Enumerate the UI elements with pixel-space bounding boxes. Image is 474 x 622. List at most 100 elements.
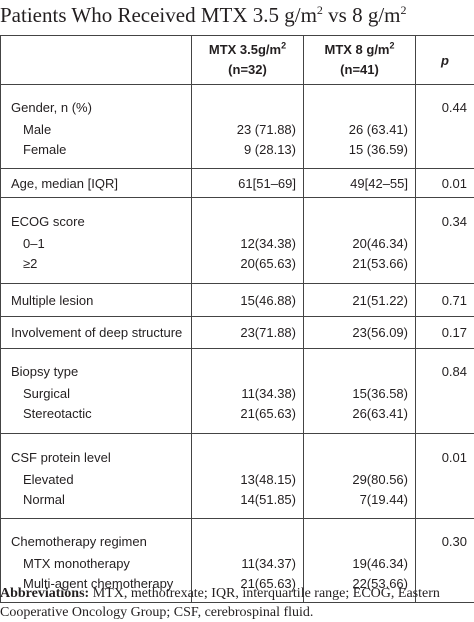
cell-mtx35: 61[51–69]: [191, 168, 304, 198]
table-row: Male 23 (71.88) 26 (63.41): [0, 116, 474, 142]
cell-p: [415, 255, 474, 284]
row-label: ≥2: [0, 255, 192, 284]
cell-mtx8: 26(63.41): [303, 405, 416, 434]
table-row: Involvement of deep structure 23(71.88) …: [0, 316, 474, 349]
cell-p: [415, 380, 474, 406]
cell-mtx8: 15(36.58): [303, 380, 416, 406]
table-row: MTX monotherapy 11(34.37) 19(46.34): [0, 550, 474, 576]
cell-mtx35: 13(48.15): [191, 466, 304, 492]
header-row: MTX 3.5g/m2 (n=32) MTX 8 g/m2 (n=41) p: [0, 35, 474, 85]
table-row: Multi-agent chemotherapy 21(65.63) 22(53…: [0, 575, 474, 603]
cell-mtx8: 22(53.66): [303, 575, 416, 603]
abbreviations-label: Abbreviations:: [0, 586, 90, 601]
cell-mtx35: 11(34.37): [191, 550, 304, 576]
data-table: MTX 3.5g/m2 (n=32) MTX 8 g/m2 (n=41) p Gen…: [0, 35, 474, 603]
cell-p: [415, 550, 474, 576]
cell-p: 0.34: [415, 197, 474, 231]
row-label: Stereotactic: [0, 405, 192, 434]
row-label: Elevated: [0, 466, 192, 492]
cell-p: 0.44: [415, 84, 474, 117]
cell-mtx35: 15(46.88): [191, 283, 304, 317]
cell-p: 0.17: [415, 316, 474, 349]
cell-p: [415, 466, 474, 492]
cell-mtx8: 26 (63.41): [303, 116, 416, 142]
row-label: Multi-agent chemotherapy: [0, 575, 192, 603]
cell-mtx35: 9 (28.13): [191, 141, 304, 169]
row-label: Normal: [0, 491, 192, 519]
table-row: Age, median [IQR] 61[51–69] 49[42–55] 0.…: [0, 168, 474, 198]
cell-mtx35: 20(65.63): [191, 255, 304, 284]
cell-p: 0.01: [415, 433, 474, 467]
row-label: 0–1: [0, 230, 192, 256]
row-label: Age, median [IQR]: [0, 168, 192, 198]
table-row: CSF protein level 0.01: [0, 433, 474, 467]
abbreviations-text-line2: Cooperative Oncology Group; CSF, cerebro…: [0, 605, 314, 620]
cell-mtx8: [303, 84, 416, 117]
cell-mtx35: 21(65.63): [191, 575, 304, 603]
cell-mtx8: 7(19.44): [303, 491, 416, 519]
cell-mtx35: 23(71.88): [191, 316, 304, 349]
table-title: Patients Who Received MTX 3.5 g/m2 vs 8 …: [0, 3, 407, 27]
table-row: Stereotactic 21(65.63) 26(63.41): [0, 405, 474, 434]
row-label: Multiple lesion: [0, 283, 192, 317]
cell-mtx8: [303, 348, 416, 381]
cell-mtx35: 14(51.85): [191, 491, 304, 519]
row-label: MTX monotherapy: [0, 550, 192, 576]
cell-p: 0.30: [415, 518, 474, 551]
cell-p: [415, 405, 474, 434]
row-label: Biopsy type: [0, 348, 192, 381]
cell-mtx8: 15 (36.59): [303, 141, 416, 169]
table-row: Multiple lesion 15(46.88) 21(51.22) 0.71: [0, 283, 474, 317]
cell-mtx8: [303, 433, 416, 467]
cell-p: 0.84: [415, 348, 474, 381]
cell-mtx8: 20(46.34): [303, 230, 416, 256]
abbreviations-text-line1: MTX, methotrexate; IQR, interquartile ra…: [89, 586, 440, 601]
row-label: Involvement of deep structure: [0, 316, 192, 349]
table-row: ECOG score 0.34: [0, 197, 474, 231]
row-label: ECOG score: [0, 197, 192, 231]
table-row: Surgical 11(34.38) 15(36.58): [0, 380, 474, 406]
table-row: Elevated 13(48.15) 29(80.56): [0, 466, 474, 492]
cell-p: 0.71: [415, 283, 474, 317]
table-row: 0–1 12(34.38) 20(46.34): [0, 230, 474, 256]
cell-mtx8: 19(46.34): [303, 550, 416, 576]
cell-mtx35: 12(34.38): [191, 230, 304, 256]
cell-mtx35: 23 (71.88): [191, 116, 304, 142]
cell-mtx35: [191, 433, 304, 467]
cell-p: [415, 230, 474, 256]
cell-mtx8: 21(53.66): [303, 255, 416, 284]
cell-mtx35: [191, 518, 304, 551]
cell-mtx8: [303, 518, 416, 551]
cell-mtx8: 23(56.09): [303, 316, 416, 349]
abbreviations-note: Abbreviations: MTX, methotrexate; IQR, i…: [0, 584, 474, 622]
cell-mtx8: 49[42–55]: [303, 168, 416, 198]
cell-mtx35: [191, 197, 304, 231]
header-p: p: [415, 35, 474, 85]
table-row: ≥2 20(65.63) 21(53.66): [0, 255, 474, 284]
cell-mtx35: 11(34.38): [191, 380, 304, 406]
row-label: CSF protein level: [0, 433, 192, 467]
row-label: Female: [0, 141, 192, 169]
table-row: Biopsy type 0.84: [0, 348, 474, 381]
cell-p: [415, 491, 474, 519]
table-row: Chemotherapy regimen 0.30: [0, 518, 474, 551]
header-empty: [0, 35, 192, 85]
row-label: Chemotherapy regimen: [0, 518, 192, 551]
cell-p: [415, 141, 474, 169]
header-mtx35: MTX 3.5g/m2 (n=32): [191, 35, 304, 85]
cell-p: [415, 116, 474, 142]
table-row: Female 9 (28.13) 15 (36.59): [0, 141, 474, 169]
header-mtx8: MTX 8 g/m2 (n=41): [303, 35, 416, 85]
cell-mtx8: [303, 197, 416, 231]
cell-mtx35: [191, 84, 304, 117]
row-label: Gender, n (%): [0, 84, 192, 117]
cell-mtx35: [191, 348, 304, 381]
cell-p: [415, 575, 474, 603]
row-label: Surgical: [0, 380, 192, 406]
cell-mtx35: 21(65.63): [191, 405, 304, 434]
cell-p: 0.01: [415, 168, 474, 198]
cell-mtx8: 29(80.56): [303, 466, 416, 492]
table-row: Gender, n (%) 0.44: [0, 84, 474, 117]
table-row: Normal 14(51.85) 7(19.44): [0, 491, 474, 519]
row-label: Male: [0, 116, 192, 142]
